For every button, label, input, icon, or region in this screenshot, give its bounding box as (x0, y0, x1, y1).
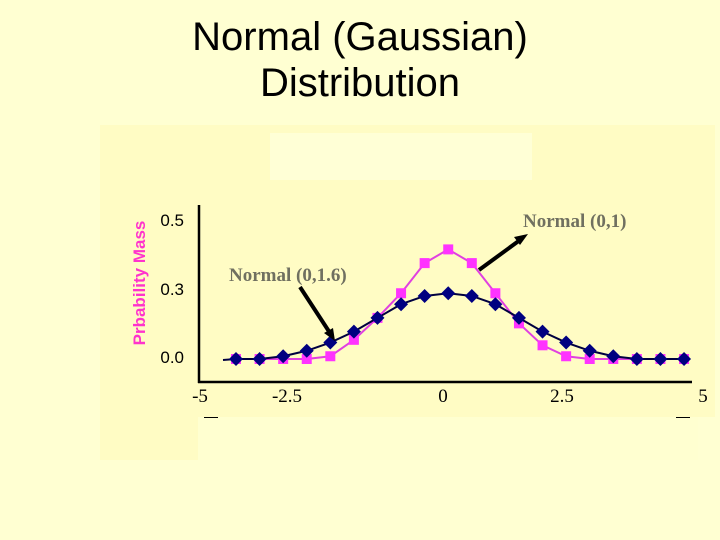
data-point-marker (276, 349, 291, 364)
y-tick-0-0: 0.0 (160, 348, 184, 367)
x-tick-dash-right (676, 417, 690, 418)
data-point-marker (443, 244, 454, 255)
data-point-marker (535, 324, 550, 339)
arrow-normal-0-1 (477, 234, 528, 272)
data-point-marker (677, 352, 692, 366)
data-point-marker (370, 310, 385, 325)
chart-title: Normal (Gaussian) Distribution (110, 14, 610, 106)
arrow-normal-0-16 (298, 285, 335, 341)
chart-title-line2: Distribution (259, 61, 461, 105)
series-normal-0-16 (222, 286, 692, 366)
data-point-marker (466, 258, 477, 269)
data-point-marker (325, 351, 336, 362)
data-point-marker (348, 334, 359, 345)
data-point-marker (584, 354, 595, 364)
data-point-marker (582, 343, 597, 358)
data-point-marker (419, 258, 430, 269)
data-point-marker (252, 352, 267, 366)
data-point-marker (653, 352, 668, 366)
background-panel-left (100, 125, 200, 460)
x-tick-neg5: -5 (192, 386, 208, 407)
data-point-marker (511, 310, 526, 325)
data-point-marker (537, 340, 548, 351)
x-tick-2-5: 2.5 (550, 386, 574, 407)
x-tick-5: 5 (698, 386, 708, 407)
data-point-marker (396, 288, 407, 299)
data-point-marker (229, 352, 243, 366)
data-point-marker (561, 351, 572, 362)
x-tick-neg2-5: -2.5 (271, 386, 303, 407)
data-point-marker (559, 335, 574, 350)
data-point-marker (606, 349, 621, 364)
data-point-marker (301, 354, 312, 364)
annotation-normal-0-16: Normal (0,1.6) (229, 265, 347, 286)
data-point-marker (629, 352, 644, 366)
data-point-marker (394, 297, 409, 312)
data-point-marker (417, 288, 432, 303)
data-point-marker (488, 297, 503, 312)
data-point-marker (464, 288, 479, 303)
background-panel-band (270, 133, 532, 180)
x-tick-dash-left (204, 417, 218, 418)
data-point-marker (441, 286, 456, 301)
data-point-marker (323, 335, 338, 350)
y-tick-0-5: 0.5 (160, 211, 184, 230)
data-point-marker (490, 288, 501, 299)
data-point-marker (299, 343, 314, 358)
chart-title-line1: Normal (Gaussian) (192, 15, 528, 59)
x-tick-0: 0 (438, 386, 448, 407)
data-point-marker (346, 324, 361, 339)
series-layer (222, 244, 692, 366)
series-normal-0-1 (231, 244, 690, 364)
annotation-normal-0-1: Normal (0,1) (523, 211, 627, 232)
background-panel-under (198, 417, 698, 460)
y-tick-0-3: 0.3 (160, 280, 184, 299)
